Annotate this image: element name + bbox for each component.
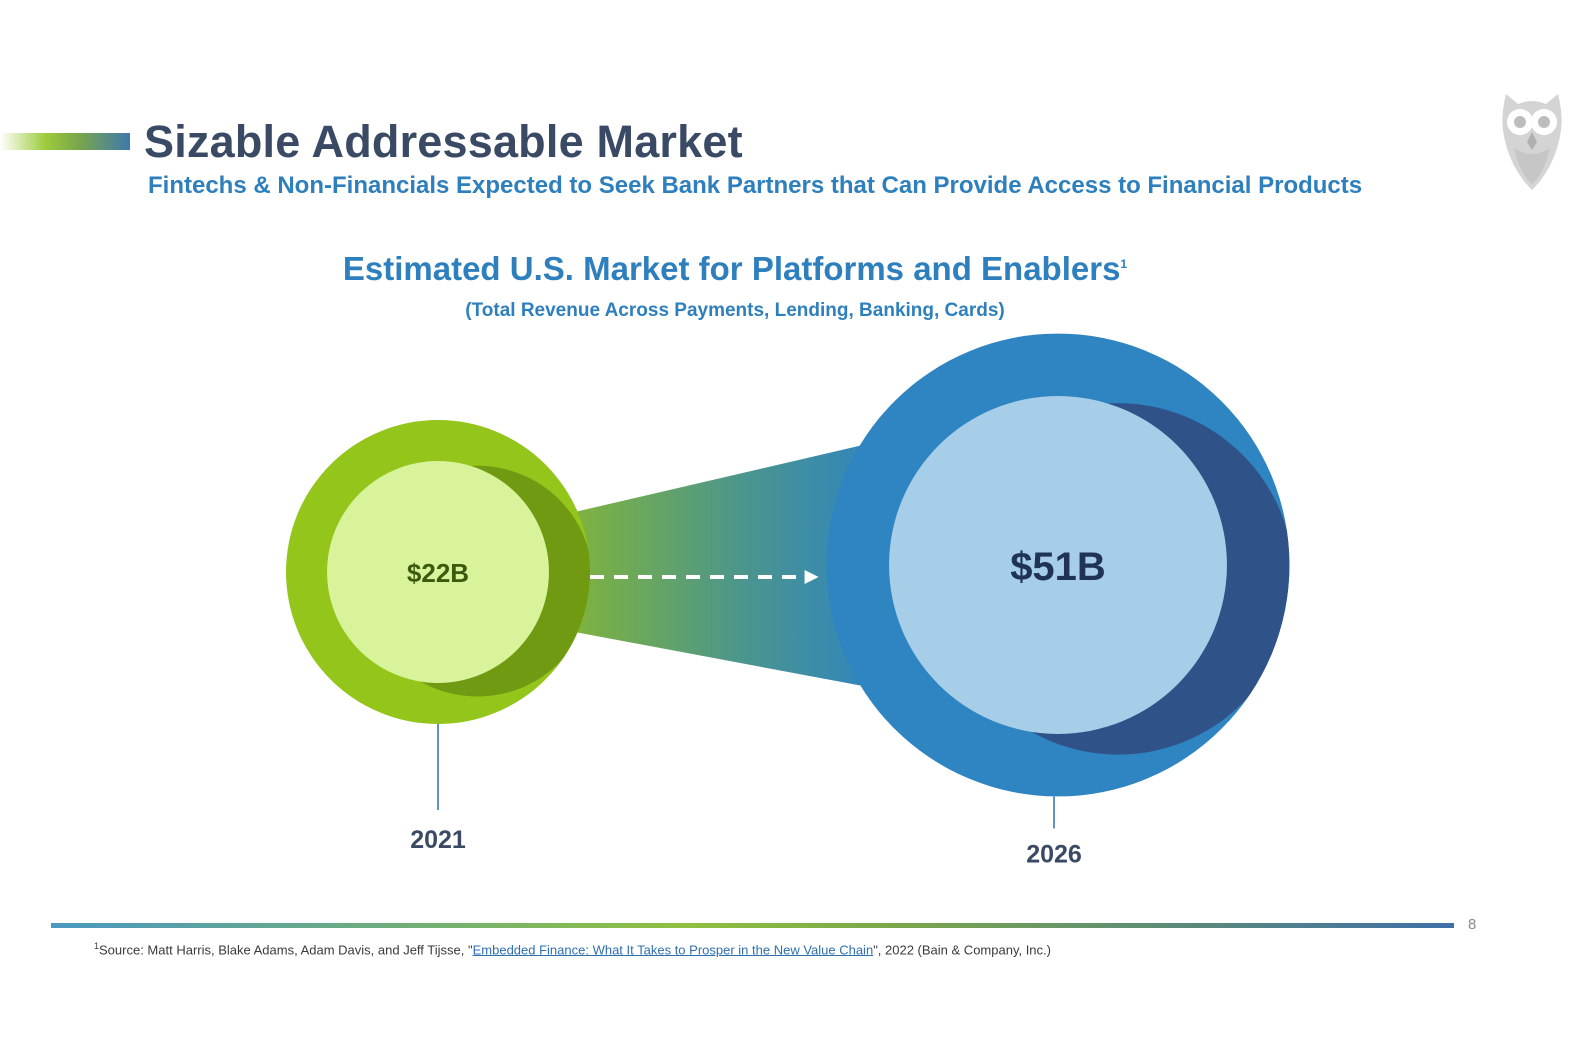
page-title: Sizable Addressable Market (144, 116, 743, 167)
footer-rule (51, 923, 1454, 928)
page-number: 8 (1468, 916, 1477, 933)
year-2021-label: 2021 (410, 826, 466, 854)
bubble-2021: $22B (286, 420, 590, 724)
year-2026-label: 2026 (1026, 840, 1082, 868)
growth-connector (574, 440, 885, 690)
chart-title: Estimated U.S. Market for Platforms and … (0, 250, 1470, 288)
growth-arrow-head (804, 570, 819, 584)
footnote-marker: 1 (94, 941, 100, 951)
chart-subtitle: (Total Revenue Across Payments, Lending,… (465, 300, 1005, 321)
bubble-2026-value-label: $51B (1010, 545, 1106, 589)
footnote-suffix: ", 2022 (Bain & Company, Inc.) (873, 942, 1051, 958)
page-subtitle: Fintechs & Non-Financials Expected to Se… (148, 172, 1363, 199)
owl-icon (1502, 94, 1562, 190)
title-accent-bar (0, 133, 130, 150)
source-footnote: 1Source: Matt Harris, Blake Adams, Adam … (94, 941, 1051, 957)
footnote-source-link[interactable]: Embedded Finance: What It Takes to Prosp… (472, 942, 874, 958)
bubble-2026: $51B (826, 333, 1290, 797)
chart-title-footnote-marker: 1 (1120, 257, 1128, 271)
bubble-2021-inner (327, 461, 549, 683)
footnote-prefix: Source: Matt Harris, Blake Adams, Adam D… (99, 942, 473, 958)
bubble-2026-inner (889, 396, 1227, 734)
bubble-2021-value-label: $22B (407, 558, 469, 588)
chart-title-text: Estimated U.S. Market for Platforms and … (342, 250, 1121, 287)
